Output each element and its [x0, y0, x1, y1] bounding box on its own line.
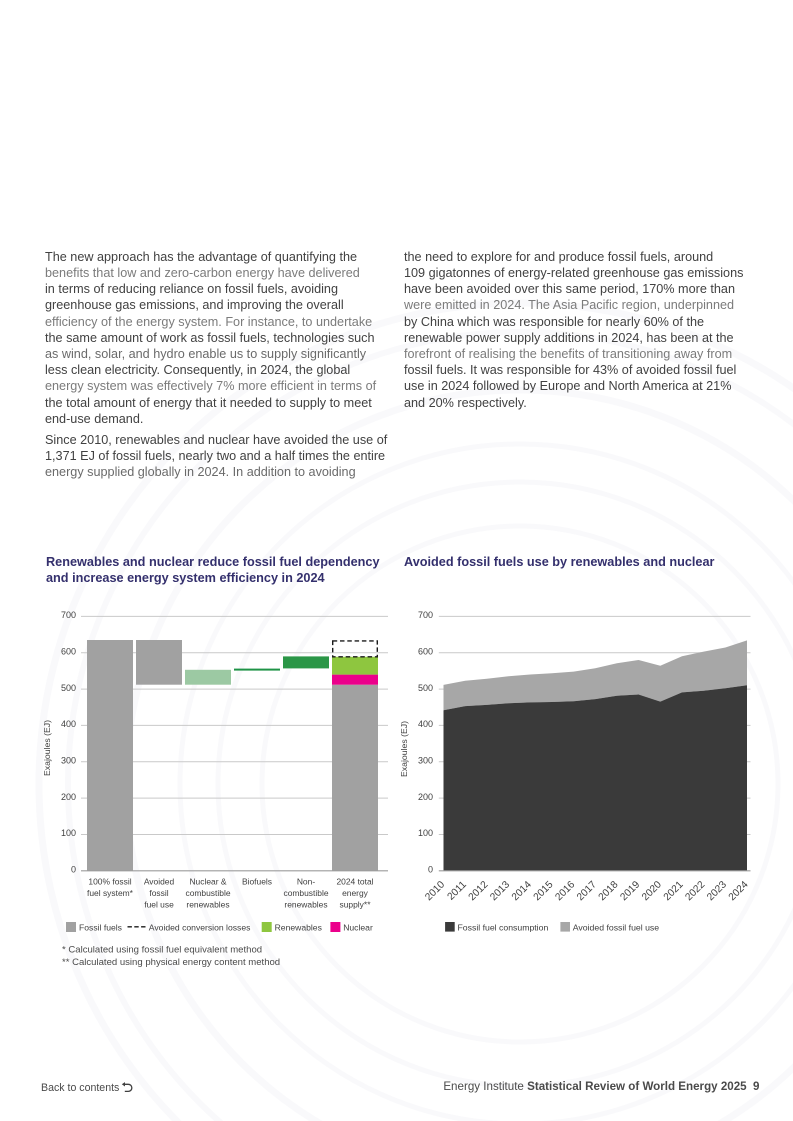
- svg-text:renewables: renewables: [186, 900, 229, 910]
- svg-text:2010: 2010: [423, 879, 447, 903]
- svg-text:Fossil fuel consumption: Fossil fuel consumption: [458, 923, 549, 933]
- svg-text:2020: 2020: [640, 879, 664, 903]
- svg-text:fuel use: fuel use: [144, 900, 174, 910]
- svg-text:fuel system*: fuel system*: [87, 888, 134, 898]
- svg-text:Biofuels: Biofuels: [242, 877, 272, 887]
- svg-text:Renewables: Renewables: [275, 923, 322, 933]
- svg-text:2018: 2018: [597, 879, 621, 903]
- svg-text:Exajoules (EJ): Exajoules (EJ): [42, 720, 52, 776]
- svg-text:Nuclear &: Nuclear &: [189, 877, 226, 887]
- svg-text:700: 700: [418, 610, 433, 620]
- svg-text:400: 400: [61, 719, 76, 729]
- svg-text:200: 200: [418, 792, 433, 802]
- svg-text:2021: 2021: [662, 879, 686, 903]
- svg-text:100: 100: [418, 828, 433, 838]
- svg-text:700: 700: [61, 610, 76, 620]
- svg-text:2019: 2019: [618, 879, 642, 903]
- svg-text:energy: energy: [342, 888, 369, 898]
- svg-text:** Calculated using physical e: ** Calculated using physical energy cont…: [62, 957, 280, 968]
- svg-text:2016: 2016: [553, 879, 577, 903]
- svg-text:2012: 2012: [467, 879, 491, 903]
- svg-text:Avoided fossil fuel use: Avoided fossil fuel use: [573, 923, 659, 933]
- svg-text:Exajoules (EJ): Exajoules (EJ): [399, 721, 409, 777]
- svg-text:100: 100: [61, 828, 76, 838]
- svg-text:2024 total: 2024 total: [336, 877, 373, 887]
- svg-text:2017: 2017: [575, 879, 599, 903]
- svg-text:2023: 2023: [705, 879, 729, 903]
- svg-text:* Calculated using fossil fuel: * Calculated using fossil fuel equivalen…: [62, 944, 262, 955]
- svg-text:600: 600: [418, 647, 433, 657]
- svg-text:0: 0: [71, 865, 76, 875]
- svg-text:300: 300: [61, 756, 76, 766]
- svg-text:supply**: supply**: [340, 900, 372, 910]
- svg-text:2014: 2014: [510, 879, 534, 903]
- svg-text:2015: 2015: [532, 879, 556, 903]
- svg-text:2024: 2024: [727, 879, 751, 903]
- svg-text:0: 0: [428, 865, 433, 875]
- svg-text:500: 500: [61, 683, 76, 693]
- svg-text:combustible: combustible: [283, 888, 328, 898]
- svg-text:Avoided conversion losses: Avoided conversion losses: [149, 923, 251, 933]
- svg-text:Avoided: Avoided: [144, 877, 175, 887]
- svg-text:renewables: renewables: [284, 900, 327, 910]
- svg-text:400: 400: [418, 719, 433, 729]
- svg-text:300: 300: [418, 756, 433, 766]
- svg-text:fossil: fossil: [149, 888, 168, 898]
- svg-text:500: 500: [418, 683, 433, 693]
- svg-text:600: 600: [61, 647, 76, 657]
- svg-text:2011: 2011: [446, 879, 470, 903]
- svg-text:combustible: combustible: [185, 888, 230, 898]
- svg-text:2022: 2022: [684, 879, 708, 903]
- svg-text:2013: 2013: [488, 879, 512, 903]
- svg-text:Nuclear: Nuclear: [343, 923, 373, 933]
- svg-text:100% fossil: 100% fossil: [88, 877, 131, 887]
- svg-text:Non-: Non-: [297, 877, 315, 887]
- svg-text:Fossil fuels: Fossil fuels: [79, 923, 122, 933]
- svg-text:200: 200: [61, 792, 76, 802]
